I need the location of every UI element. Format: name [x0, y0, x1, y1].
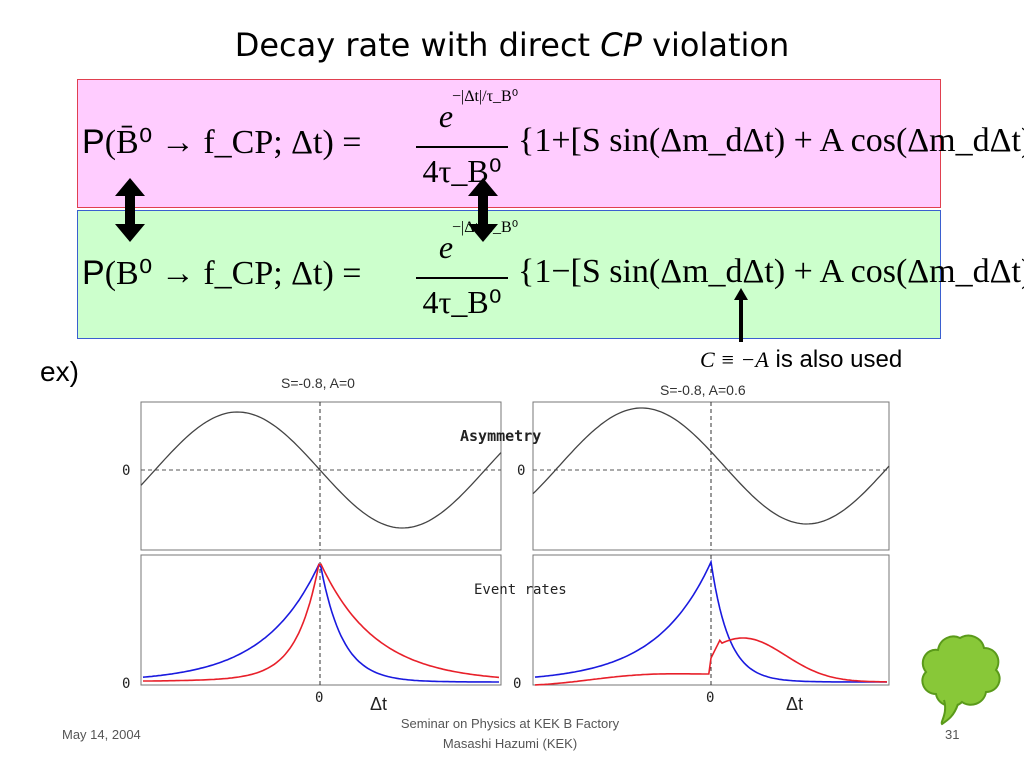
denominator: 4τ_B⁰ — [422, 153, 502, 189]
left-x-axis-label: Δt — [370, 694, 387, 714]
right-rate-red-curve — [534, 637, 888, 686]
left-asymmetry-curve — [140, 411, 502, 529]
left-rate-zero-tick: 0 — [122, 676, 130, 692]
left-rate-red-curve — [143, 563, 500, 682]
title-text: Decay rate with direct — [234, 26, 601, 64]
slide-title: Decay rate with direct CP violation — [0, 26, 1024, 64]
right-plot-title: S=-0.8, A=0.6 — [660, 382, 746, 398]
numerator: e — [438, 229, 454, 265]
left-plot-title: S=-0.8, A=0 — [281, 375, 355, 391]
notation-note: C ≡ −A is also used — [700, 346, 902, 374]
prob-symbol: P — [82, 254, 105, 292]
event-rates-label: Event rates — [474, 582, 567, 598]
left-rate-blue-curve — [142, 563, 499, 683]
up-arrow-icon — [734, 288, 748, 342]
footer-center: Seminar on Physics at KEK B Factory Masa… — [360, 714, 660, 754]
fraction-bar — [416, 277, 508, 279]
footer-page: 31 — [945, 727, 960, 742]
notation-text: is also used — [768, 346, 903, 373]
exponent: −|Δt|/τ_B⁰ — [452, 88, 519, 105]
equation-bbar-lhs: P(B̄⁰ → f_CP; Δt) = — [82, 122, 361, 162]
denominator: 4τ_B⁰ — [422, 284, 502, 320]
title-italic: CP — [600, 26, 642, 64]
equation-box-bbar: P(B̄⁰ → f_CP; Δt) = e −|Δt|/τ_B⁰ 4τ_B⁰ {… — [77, 79, 1024, 209]
equation-box-b: P(B⁰ → f_CP; Δt) = e −|Δt|/τ_B⁰ 4τ_B⁰ {1… — [77, 210, 1024, 340]
double-arrow-icon-left — [115, 178, 145, 242]
left-zero-tick: 0 — [122, 463, 130, 479]
equation-b-lhs: P(B⁰ → f_CP; Δt) = — [82, 253, 361, 293]
footer-center-line2: Masashi Hazumi (KEK) — [442, 736, 578, 751]
left-asym-frame — [140, 401, 502, 551]
double-arrow-icon-right — [468, 178, 498, 242]
footer-center-line1: Seminar on Physics at KEK B Factory — [400, 716, 620, 731]
right-x-zero: 0 — [706, 690, 714, 706]
lhs-text: (B⁰ → f_CP; Δt) = — [104, 255, 362, 292]
notation-symbol: C ≡ −A — [700, 347, 769, 372]
prob-symbol: P — [82, 123, 105, 161]
tree-icon — [921, 634, 1001, 726]
right-x-axis-label: Δt — [786, 694, 803, 714]
left-x-zero: 0 — [315, 690, 323, 706]
example-label: ex) — [40, 356, 79, 387]
left-rate-frame — [140, 554, 502, 686]
equation-b-rhs: {1−[S sin(Δm_dΔt) + A cos(Δm_dΔt)]} — [518, 253, 1024, 290]
lhs-text: (B̄⁰ → f_CP; Δt) = — [104, 124, 362, 161]
plots-figure: S=-0.8, A=0 S=-0.8, A=0.6 Asymmetry Even… — [122, 375, 890, 714]
equation-bbar-rhs: {1+[S sin(Δm_dΔt) + A cos(Δm_dΔt)]} — [518, 122, 1024, 159]
numerator: e — [438, 98, 454, 134]
title-suffix: violation — [641, 26, 790, 64]
equation-bbar: P(B̄⁰ → f_CP; Δt) = e −|Δt|/τ_B⁰ 4τ_B⁰ {… — [78, 80, 1024, 209]
right-asymmetry-curve — [532, 407, 890, 525]
right-zero-tick: 0 — [517, 463, 525, 479]
footer-date: May 14, 2004 — [62, 727, 141, 742]
left-plot-title-group: S=-0.8, A=0 S=-0.8, A=0.6 — [281, 375, 746, 398]
right-rate-blue-curve — [534, 559, 887, 683]
equation-b: P(B⁰ → f_CP; Δt) = e −|Δt|/τ_B⁰ 4τ_B⁰ {1… — [78, 211, 1024, 340]
asymmetry-label: Asymmetry — [460, 427, 541, 445]
fraction-bar — [416, 146, 508, 148]
right-rate-zero-tick: 0 — [513, 676, 521, 692]
